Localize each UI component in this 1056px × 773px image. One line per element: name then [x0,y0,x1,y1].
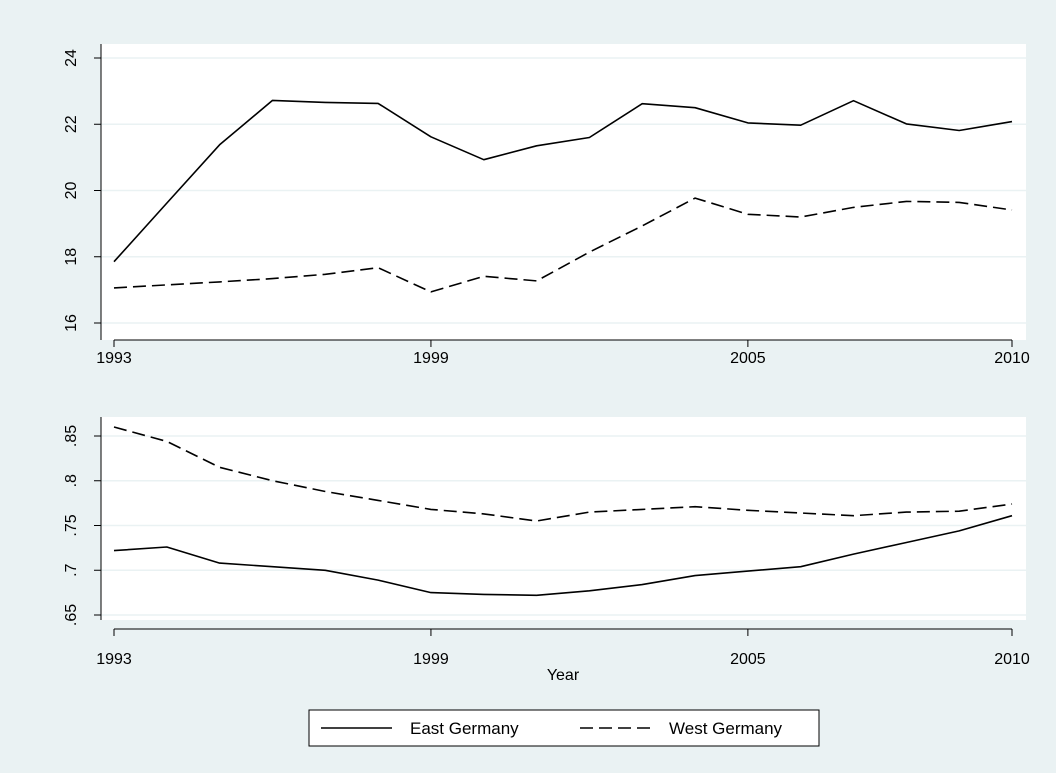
top-series-west-germany [113,197,1013,293]
top-x-tick-label: 1999 [413,350,449,367]
top-y-tick-label: 18 [63,248,80,266]
bottom-panel: .65 .7 .75 .8 .85 [63,417,1026,636]
bottom-x-axis-title: Year [547,667,580,684]
bottom-x-tick-label: 2010 [994,651,1030,668]
top-y-tick-label: 20 [63,182,80,200]
bottom-y-tick-label: .7 [63,563,80,576]
top-x-tick-label: 2005 [730,350,766,367]
legend-box [308,709,820,747]
bottom-y-tick-label: .75 [63,514,80,536]
bottom-y-tick-label: .65 [63,604,80,626]
top-y-tick-label: 22 [63,115,80,133]
legend-label-east-germany: East Germany [410,719,519,738]
legend-label-west-germany: West Germany [669,719,783,738]
top-x-tick-label: 1993 [96,350,132,367]
top-x-tick-label: 2010 [994,350,1030,367]
bottom-series-west-germany [113,426,1013,522]
top-y-tick-label: 24 [63,49,80,67]
legend: East Germany West Germany [308,709,820,747]
bottom-x-tick-label: 2005 [730,651,766,668]
bottom-x-tick-label: 1999 [413,651,449,668]
bottom-series-east-germany [113,514,1013,597]
bottom-plot-area [101,417,1026,620]
bottom-y-tick-label: .8 [63,474,80,487]
bottom-y-tick-label: .85 [63,425,80,447]
top-plot-area [101,44,1026,340]
top-panel: 16 18 20 22 24 [63,44,1026,347]
bottom-x-tick-label: 1993 [96,651,132,668]
top-series-east-germany [113,99,1013,263]
top-y-tick-label: 16 [63,314,80,332]
